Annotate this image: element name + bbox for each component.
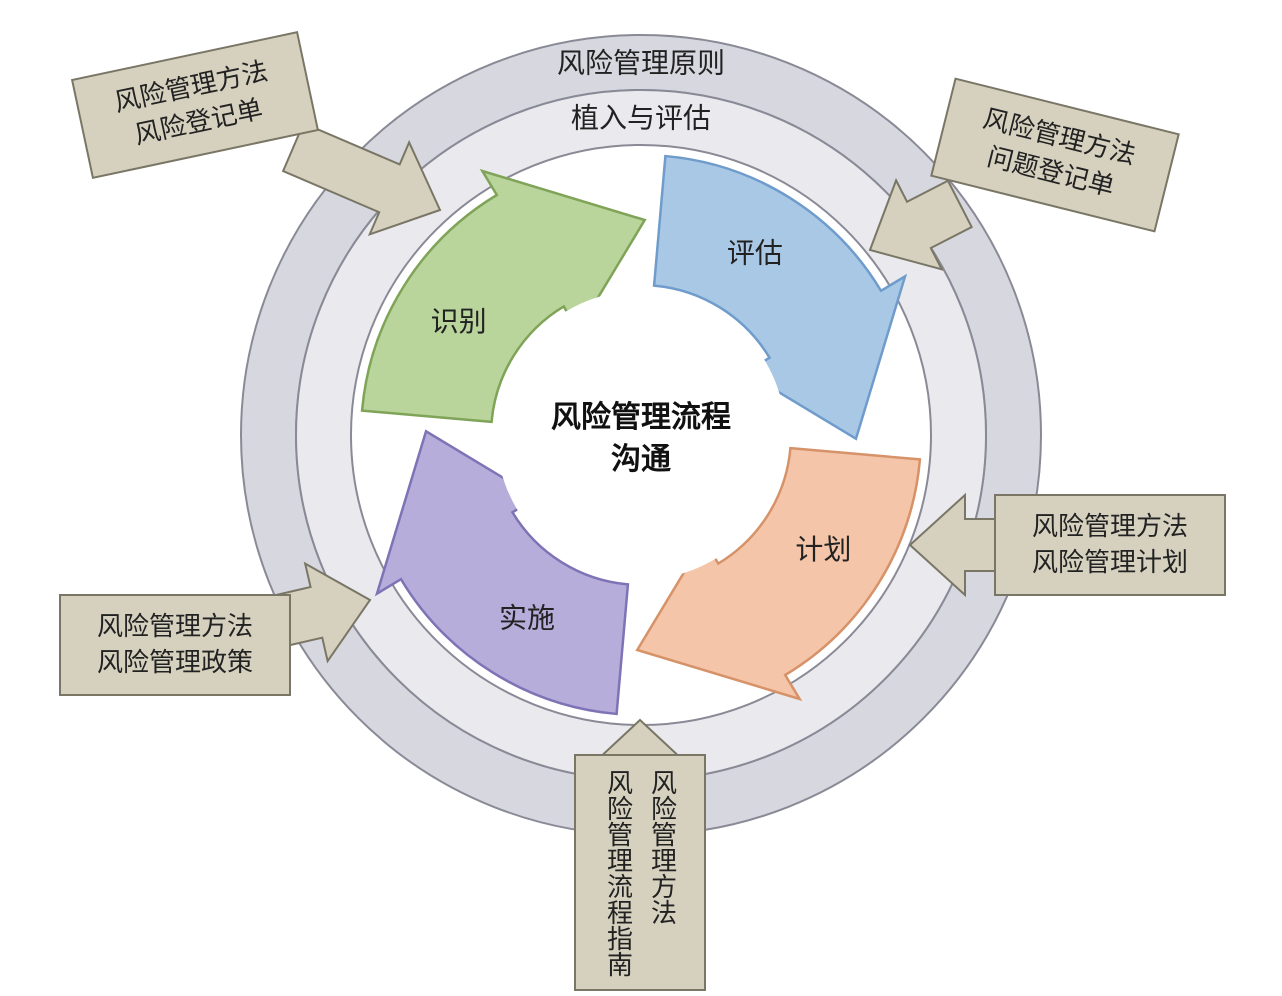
callout-bottom: 风险管理方法风险管理流程指南 [575,720,705,990]
cycle-label-assess: 评估 [727,238,783,270]
inner-ring-label: 植入与评估 [571,103,711,135]
cycle: 实施 识别 评估计划 风险管理流程沟通 [362,156,920,714]
callout-text-mid-left-0: 风险管理方法 [97,612,253,641]
callout-text-bottom-0: 风险管理方法 [648,769,677,925]
callout-box-bottom [575,755,705,990]
callout-box-mid-left [60,595,290,695]
cycle-center [497,291,785,579]
outer-ring-label: 风险管理原则 [557,48,725,80]
callout-mid-right: 风险管理方法风险管理计划 [910,495,1225,595]
callout-box-top-left [72,32,318,178]
callout-text-mid-right-0: 风险管理方法 [1032,512,1188,541]
callout-text-bottom-1: 风险管理流程指南 [604,769,633,977]
cycle-label-implement: 实施 [499,602,555,634]
callout-text-mid-right-1: 风险管理计划 [1032,548,1188,577]
cycle-label-plan: 计划 [795,534,851,566]
center-title-line2: 沟通 [611,443,671,476]
center-title-line1: 风险管理流程 [551,400,731,434]
callout-text-mid-left-1: 风险管理政策 [97,648,253,677]
callout-box-mid-right [995,495,1225,595]
risk-management-diagram: 风险管理原则植入与评估实施识别评估计划风险管理流程沟通风险管理方法风险登记单风险… [0,0,1282,996]
cycle-label-identify: 识别 [431,307,487,338]
